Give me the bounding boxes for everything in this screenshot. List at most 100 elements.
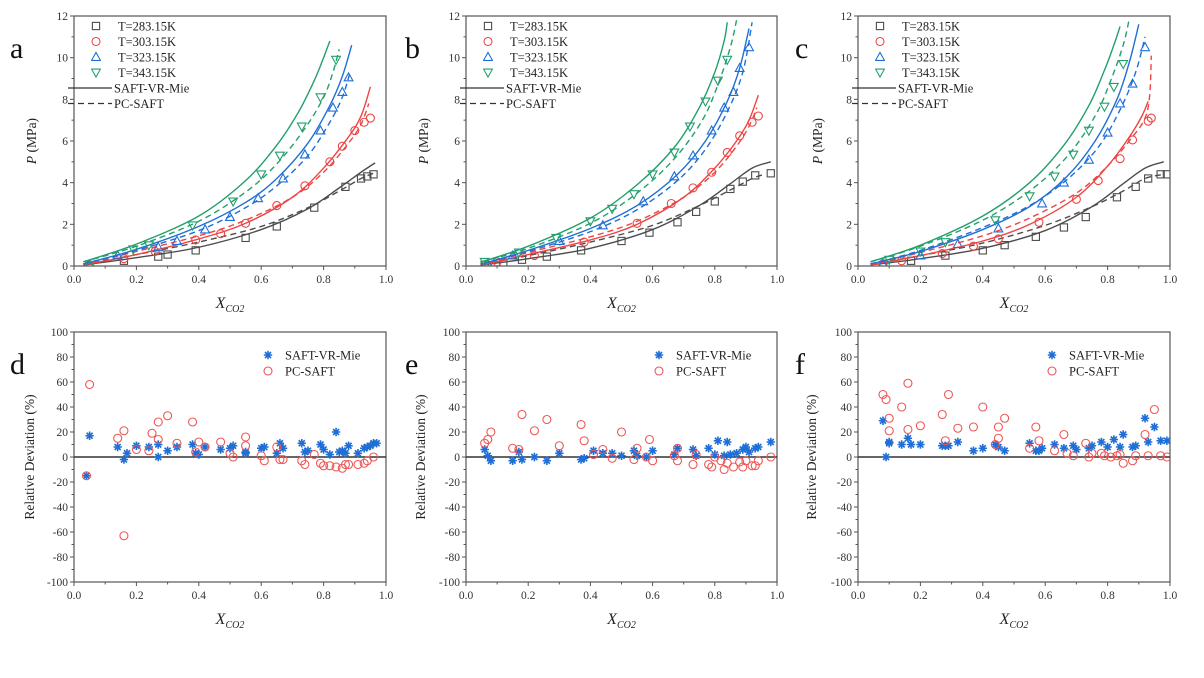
data-point (637, 195, 649, 206)
y-tick-label: 20 (449, 427, 461, 439)
data-point (260, 442, 269, 452)
y-tick-label: 6 (454, 136, 460, 148)
saft-vr-mie-curve (481, 94, 759, 266)
data-point (993, 422, 1003, 432)
y-tick-label: 2 (454, 219, 460, 231)
data-point (766, 452, 776, 462)
data-point (1093, 176, 1103, 186)
data-point (952, 238, 964, 249)
legend-marker (91, 36, 101, 47)
data-point (154, 252, 163, 261)
data-point (743, 41, 755, 52)
data-point (642, 452, 651, 462)
data-point (1025, 439, 1034, 448)
x-axis-title: XCO2 (606, 611, 636, 631)
legend-marker (1047, 350, 1057, 360)
data-point (337, 141, 347, 151)
data-point (1099, 451, 1110, 461)
legend-label: SAFT-VR-Mie (114, 82, 190, 96)
series-pc-saft (81, 379, 379, 541)
data-point (645, 228, 654, 237)
saft-vr-mie-curve (83, 40, 331, 263)
data-point (576, 246, 586, 255)
legend-label: T=323.15K (118, 51, 176, 65)
legend-label: PC-SAFT (506, 97, 556, 111)
data-point (713, 436, 723, 445)
panel-letter: b (405, 32, 420, 65)
y-axis-title: P (MPa) (810, 118, 825, 165)
x-tick-label: 0.6 (1038, 590, 1053, 602)
data-point (127, 245, 139, 256)
data-point (188, 417, 198, 427)
saft-vr-mie-curve (870, 24, 1140, 265)
data-point (363, 172, 372, 181)
y-tick-label: -100 (439, 577, 460, 589)
data-point (327, 101, 339, 112)
y-tick-label: -80 (837, 552, 853, 564)
data-point (669, 148, 680, 159)
data-point (916, 440, 925, 449)
panel-letter: e (405, 348, 418, 381)
x-axis-title-main: X (999, 611, 1011, 628)
data-point (753, 456, 763, 466)
data-point (84, 261, 95, 266)
legend-label: T=343.15K (118, 66, 176, 80)
legend-marker (90, 68, 102, 79)
saft-vr-mie-curve (870, 101, 1149, 266)
y-tick-label: 60 (841, 377, 853, 389)
data-point (903, 378, 913, 388)
x-tick-label: 0.0 (851, 274, 866, 286)
legend-label: T=343.15K (902, 66, 960, 80)
legend-marker (875, 36, 885, 47)
data-point (968, 422, 978, 432)
data-point (330, 55, 342, 66)
data-point (607, 449, 617, 458)
data-point (1118, 458, 1128, 468)
series-t-283-15k (870, 161, 1170, 266)
data-point (479, 257, 490, 266)
data-point (199, 223, 211, 234)
data-point (688, 445, 698, 454)
y-tick-label: 40 (57, 402, 69, 414)
data-point (113, 442, 122, 452)
x-tick-label: 0.4 (192, 590, 207, 602)
data-point (1128, 456, 1138, 466)
y-axis-title: Relative Deviation (%) (22, 394, 37, 519)
data-point (85, 431, 94, 440)
data-point (191, 447, 201, 457)
x-tick-label: 0.0 (67, 274, 82, 286)
legend-label: SAFT-VR-Mie (1069, 349, 1145, 363)
legend-marker (482, 68, 494, 79)
data-point (224, 211, 236, 221)
x-tick-label: 0.4 (976, 590, 991, 602)
data-point (1128, 442, 1137, 452)
plot-area (83, 40, 378, 266)
data-point (751, 444, 760, 453)
data-point (316, 440, 325, 449)
series-t-343-15k (83, 40, 342, 266)
y-tick-label: -80 (445, 552, 461, 564)
data-point (216, 445, 225, 454)
y-tick-label: 12 (57, 11, 69, 23)
y-tick-label: 10 (841, 53, 853, 65)
legend-label: SAFT-VR-Mie (506, 82, 582, 96)
series-t-343-15k (479, 20, 738, 266)
x-tick-label: 0.6 (254, 590, 269, 602)
data-point (272, 449, 281, 458)
data-point (940, 436, 950, 446)
data-point (1131, 451, 1141, 461)
data-point (1031, 232, 1040, 241)
data-point (492, 257, 502, 266)
y-axis-title: P (MPa) (24, 118, 39, 165)
data-point (718, 101, 730, 112)
y-tick-label: 0 (846, 452, 852, 464)
data-point (277, 172, 289, 183)
data-point (310, 203, 319, 212)
data-point (480, 445, 489, 454)
data-point (579, 454, 589, 463)
data-point (1162, 170, 1170, 179)
legend-marker (483, 21, 493, 31)
data-point (1131, 182, 1140, 191)
data-point (943, 389, 954, 400)
